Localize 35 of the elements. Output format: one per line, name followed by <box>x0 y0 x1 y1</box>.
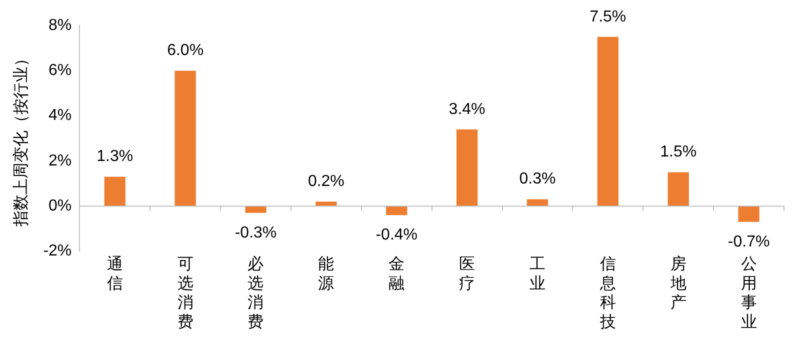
bar <box>597 36 618 206</box>
text: -0.7% <box>728 233 770 250</box>
y-tick-label: 0% <box>48 197 72 214</box>
text: 0.2% <box>308 172 344 190</box>
x-tick-label: 工业 <box>529 256 546 292</box>
x-tick-label: 医疗 <box>459 256 476 292</box>
text: 3.4% <box>448 100 486 118</box>
text: 0.3% <box>519 170 556 188</box>
x-tick-label: 信息科技 <box>598 256 616 331</box>
x-tick-label: 能源 <box>318 255 334 292</box>
x-tick-label: 金融 <box>388 256 405 292</box>
x-tick-label: 可选消费 <box>177 256 194 331</box>
x-tick-label: 公用事业 <box>740 256 757 331</box>
y-tick-label: 2% <box>48 152 72 170</box>
bar <box>386 206 408 216</box>
y-tick-label: 6% <box>48 62 72 80</box>
bar <box>174 70 196 206</box>
text: -0.3% <box>234 224 277 242</box>
y-tick-label: 8% <box>48 17 72 34</box>
bar <box>456 129 478 206</box>
text: 6.0% <box>167 42 204 60</box>
bar <box>668 172 689 206</box>
x-tick-label: 必选消费 <box>248 255 264 331</box>
text: 1.5% <box>660 144 697 161</box>
bar <box>104 176 126 206</box>
y-tick-label: -2% <box>43 242 72 260</box>
x-tick-label: 房地产 <box>669 255 686 312</box>
text: 7.5% <box>590 8 626 26</box>
text: -0.4% <box>376 226 418 244</box>
bar <box>245 206 266 213</box>
x-tick-label: 通信 <box>106 255 123 292</box>
y-tick-label: 4% <box>48 107 72 124</box>
bar <box>738 206 760 222</box>
y-axis-title: 指数上周变化（按行业） <box>12 50 30 228</box>
text: 1.3% <box>96 148 134 166</box>
